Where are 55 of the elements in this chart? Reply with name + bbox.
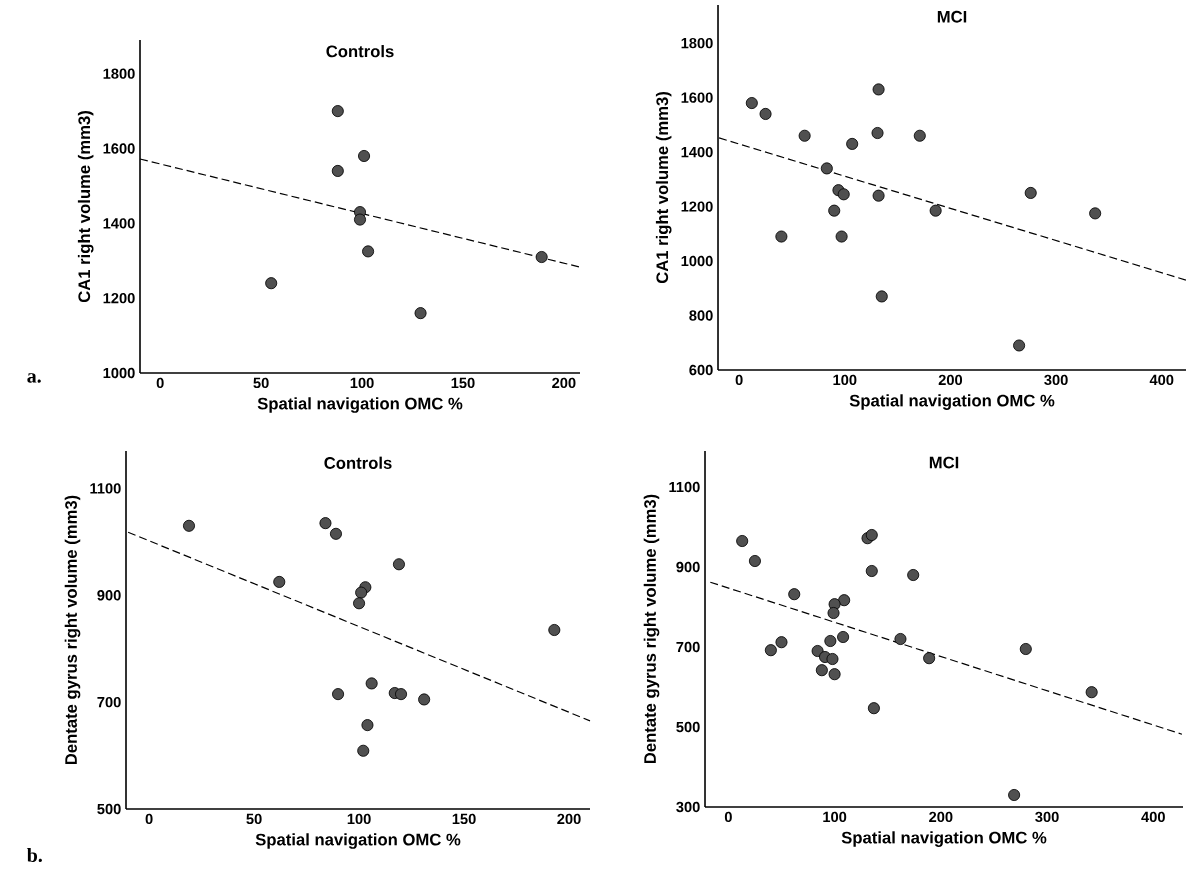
x-tick-label: 300 — [1044, 374, 1068, 386]
chart-title: Controls — [324, 456, 392, 469]
y-tick-label: 900 — [97, 590, 121, 601]
y-tick-label: 500 — [676, 721, 700, 733]
x-tick-label: 100 — [350, 377, 374, 389]
y-tick-label: 1400 — [103, 218, 135, 229]
x-tick-label: 200 — [557, 813, 581, 825]
y-tick-label: 900 — [676, 561, 700, 573]
x-tick-label: 50 — [246, 813, 262, 825]
y-tick-label: 300 — [676, 801, 700, 813]
x-tick-label: 300 — [1035, 811, 1059, 823]
y-tick-label: 1200 — [681, 201, 713, 212]
x-tick-label: 400 — [1149, 374, 1174, 386]
y-axis-title: CA1 right volume (mm3) — [77, 111, 94, 303]
x-tick-label: 100 — [833, 374, 857, 386]
x-tick-label: 0 — [156, 377, 164, 389]
y-tick-label: 1600 — [681, 92, 713, 103]
y-tick-label: 1100 — [669, 481, 700, 493]
y-tick-label: 1000 — [103, 367, 135, 379]
x-tick-label: 150 — [452, 813, 476, 825]
x-tick-label: 200 — [552, 377, 576, 389]
x-axis-title: Spatial navigation OMC % — [841, 831, 1047, 847]
y-tick-label: 800 — [689, 310, 713, 321]
x-tick-label: 0 — [145, 813, 153, 825]
y-tick-label: 1800 — [103, 68, 135, 79]
y-tick-label: 1000 — [681, 255, 713, 267]
text: a. — [27, 373, 41, 383]
y-tick-label: 1800 — [681, 37, 713, 49]
x-tick-label: 0 — [724, 811, 732, 823]
x-tick-label: 200 — [938, 374, 963, 386]
y-tick-label: 1400 — [681, 146, 713, 158]
x-tick-label: 400 — [1141, 811, 1165, 823]
y-axis-title: CA1 right volume (mm3) — [655, 92, 672, 284]
x-tick-label: 100 — [347, 813, 371, 825]
x-tick-label: 200 — [929, 811, 953, 823]
text: b. — [26, 847, 42, 863]
y-tick-label: 500 — [97, 803, 121, 815]
y-tick-label: 700 — [676, 641, 700, 653]
y-axis-title: Dentate gyrus right volume (mm3) — [643, 494, 660, 764]
y-tick-label: 1100 — [90, 483, 121, 494]
chart-title: MCI — [929, 456, 959, 469]
y-tick-label: 600 — [689, 364, 713, 376]
x-tick-label: 0 — [735, 374, 743, 386]
chart-title: MCI — [937, 10, 967, 23]
y-tick-label: 1200 — [103, 292, 135, 304]
x-axis-title: Spatial navigation OMC % — [255, 833, 461, 849]
x-tick-label: 150 — [451, 377, 475, 389]
y-tick-label: 1600 — [103, 143, 135, 154]
x-tick-label: 100 — [823, 811, 847, 823]
chart-title: Controls — [326, 45, 394, 58]
x-tick-label: 50 — [253, 377, 269, 389]
y-axis-title: Dentate gyrus right volume (mm3) — [64, 495, 81, 765]
x-axis-title: Spatial navigation OMC % — [257, 397, 463, 413]
x-axis-title: Spatial navigation OMC % — [849, 394, 1055, 410]
y-tick-label: 700 — [97, 696, 121, 708]
